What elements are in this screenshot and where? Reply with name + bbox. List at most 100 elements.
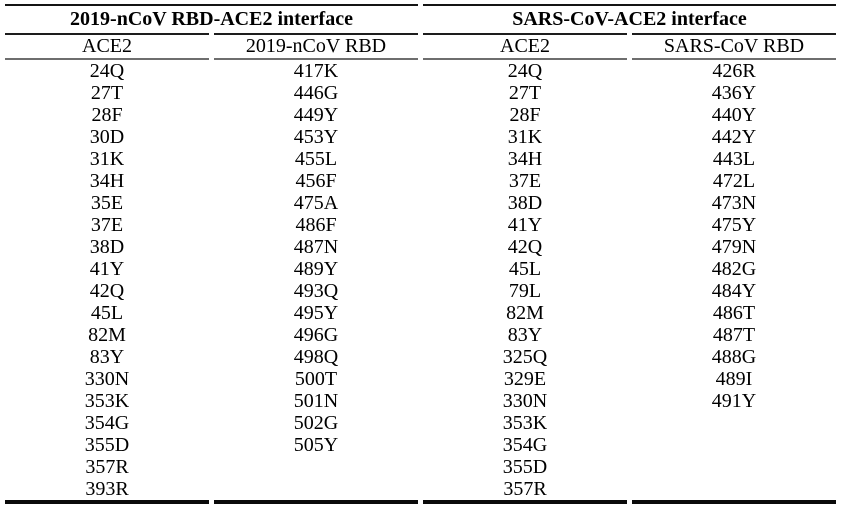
- table-row: 42Q 493Q 79L 484Y: [5, 280, 836, 302]
- table-row: 355D 505Y 354G: [5, 434, 836, 456]
- residue-cell: 484Y: [711, 280, 757, 302]
- residue-cell: 354G: [84, 412, 130, 434]
- residue-cell: 42Q: [507, 236, 543, 258]
- residue-cell: 486F: [295, 214, 337, 236]
- residue-cell: 31K: [507, 126, 543, 148]
- table-row: 30D 453Y 31K 442Y: [5, 126, 836, 148]
- group-header-sars-cov-interface: SARS-CoV-ACE2 interface: [423, 4, 836, 33]
- residue-cell: 453Y: [293, 126, 339, 148]
- table-row: 27T 446G 27T 436Y: [5, 82, 836, 104]
- table-row: 37E 486F 41Y 475Y: [5, 214, 836, 236]
- residue-cell: 31K: [89, 148, 125, 170]
- residue-cell: 37E: [508, 170, 542, 192]
- residue-cell: 82M: [88, 324, 126, 346]
- residue-cell: 325Q: [502, 346, 548, 368]
- group-header-row: 2019-nCoV RBD-ACE2 interface SARS-CoV-AC…: [5, 4, 836, 33]
- residue-cell: 353K: [84, 390, 130, 412]
- residue-cell: 355D: [502, 456, 548, 478]
- residue-cell: 35E: [90, 192, 124, 214]
- residue-cell: 330N: [84, 368, 130, 390]
- residue-cell: 355D: [84, 434, 130, 456]
- residue-cell: [632, 412, 836, 434]
- residue-cell: 482G: [711, 258, 757, 280]
- residue-cell: 393R: [5, 478, 209, 504]
- table-row: 28F 449Y 28F 440Y: [5, 104, 836, 126]
- residue-cell: 34H: [89, 170, 125, 192]
- residue-cell: 82M: [506, 302, 544, 324]
- column-header-row: ACE2 2019-nCoV RBD ACE2 SARS-CoV RBD: [5, 33, 836, 60]
- table-row: 45L 495Y 82M 486T: [5, 302, 836, 324]
- residue-cell: 27T: [508, 82, 542, 104]
- table-row: 393R 357R: [5, 478, 836, 504]
- residue-cell: 443L: [712, 148, 756, 170]
- interface-residue-table: 2019-nCoV RBD-ACE2 interface SARS-CoV-AC…: [0, 4, 841, 504]
- table-row: 354G 502G 353K: [5, 412, 836, 434]
- residue-cell: 37E: [90, 214, 124, 236]
- residue-cell: 83Y: [89, 346, 125, 368]
- residue-cell: 329E: [503, 368, 547, 390]
- residue-cell: 426R: [712, 60, 756, 82]
- residue-cell: 42Q: [89, 280, 125, 302]
- table-row: 83Y 498Q 325Q 488G: [5, 346, 836, 368]
- residue-cell: [214, 456, 418, 478]
- table-row: 24Q 417K 24Q 426R: [5, 60, 836, 82]
- residue-cell: 24Q: [507, 60, 543, 82]
- residue-cell: [632, 478, 836, 504]
- residue-cell: 354G: [502, 434, 548, 456]
- residue-cell: 28F: [509, 104, 541, 126]
- residue-cell: 34H: [507, 148, 543, 170]
- residue-cell: 45L: [508, 258, 542, 280]
- residue-cell: 24Q: [89, 60, 125, 82]
- residue-cell: 38D: [89, 236, 125, 258]
- residue-cell: 41Y: [507, 214, 543, 236]
- table-row: 353K 501N 330N 491Y: [5, 390, 836, 412]
- residue-cell: 41Y: [89, 258, 125, 280]
- residue-cell: 475A: [293, 192, 339, 214]
- residue-cell: 83Y: [507, 324, 543, 346]
- residue-cell: 505Y: [293, 434, 339, 456]
- residue-cell: 473N: [711, 192, 757, 214]
- residue-cell: 446G: [293, 82, 339, 104]
- residue-cell: 472L: [712, 170, 756, 192]
- residue-cell: 330N: [502, 390, 548, 412]
- residue-cell: 456F: [295, 170, 337, 192]
- residue-cell: 27T: [90, 82, 124, 104]
- residue-cell: 28F: [91, 104, 123, 126]
- residue-cell: 493Q: [293, 280, 339, 302]
- residue-cell: 38D: [507, 192, 543, 214]
- residue-cell: 417K: [293, 60, 339, 82]
- residue-cell: 495Y: [293, 302, 339, 324]
- column-header-2019-ncov-rbd: 2019-nCoV RBD: [214, 33, 418, 60]
- table-row: 38D 487N 42Q 479N: [5, 236, 836, 258]
- residue-cell: 491Y: [711, 390, 757, 412]
- residue-cell: 498Q: [293, 346, 339, 368]
- residue-cell: 440Y: [711, 104, 757, 126]
- table-header: 2019-nCoV RBD-ACE2 interface SARS-CoV-AC…: [5, 4, 836, 60]
- residue-cell: 45L: [90, 302, 124, 324]
- column-header-ace2-left: ACE2: [5, 33, 209, 60]
- residue-cell: 442Y: [711, 126, 757, 148]
- residue-cell: [214, 478, 418, 504]
- residue-cell: 496G: [293, 324, 339, 346]
- table-row: 35E 475A 38D 473N: [5, 192, 836, 214]
- residue-cell: 79L: [508, 280, 542, 302]
- page: 2019-nCoV RBD-ACE2 interface SARS-CoV-AC…: [0, 4, 841, 504]
- residue-cell: 487T: [712, 324, 756, 346]
- group-header-2019-ncov-interface: 2019-nCoV RBD-ACE2 interface: [5, 4, 418, 33]
- residue-cell: 357R: [85, 456, 129, 478]
- residue-cell: 455L: [294, 148, 338, 170]
- residue-cell: 353K: [502, 412, 548, 434]
- residue-cell: 436Y: [711, 82, 757, 104]
- table-row: 330N 500T 329E 489I: [5, 368, 836, 390]
- residue-cell: 500T: [294, 368, 338, 390]
- table-row: 41Y 489Y 45L 482G: [5, 258, 836, 280]
- residue-cell: 30D: [89, 126, 125, 148]
- residue-cell: 501N: [293, 390, 339, 412]
- column-header-sars-cov-rbd: SARS-CoV RBD: [632, 33, 836, 60]
- residue-cell: 502G: [293, 412, 339, 434]
- table-body: 24Q 417K 24Q 426R 27T 446G 27T 436Y 28F 449Y 28F 44…: [5, 60, 836, 504]
- residue-cell: [632, 456, 836, 478]
- residue-cell: 488G: [711, 346, 757, 368]
- residue-cell: 489Y: [293, 258, 339, 280]
- residue-cell: 357R: [423, 478, 627, 504]
